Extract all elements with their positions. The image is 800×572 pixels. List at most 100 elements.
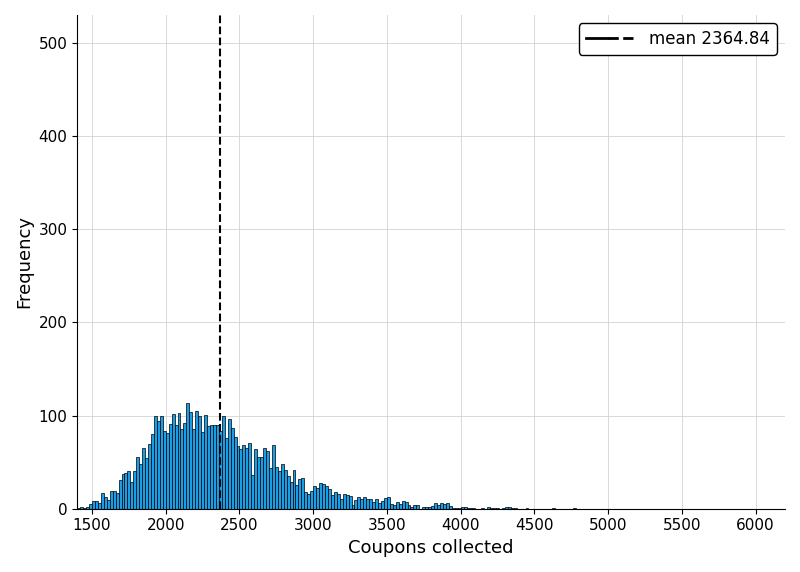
Bar <box>89 504 92 509</box>
Bar <box>493 508 496 509</box>
Bar <box>487 507 490 509</box>
Bar <box>275 467 278 509</box>
Bar <box>219 431 222 509</box>
Bar <box>198 416 201 509</box>
Bar <box>461 507 463 509</box>
Bar <box>293 470 295 509</box>
Bar <box>248 443 251 509</box>
Bar <box>431 506 434 509</box>
Bar <box>122 474 125 509</box>
Bar <box>398 504 402 509</box>
Bar <box>216 425 219 509</box>
Bar <box>80 507 83 509</box>
Bar <box>166 433 169 509</box>
Bar <box>402 501 405 509</box>
Bar <box>410 507 414 509</box>
Bar <box>278 471 281 509</box>
Bar <box>254 449 257 509</box>
Bar <box>125 473 127 509</box>
Bar <box>325 486 328 509</box>
Bar <box>349 496 351 509</box>
Bar <box>230 428 234 509</box>
Bar <box>139 464 142 509</box>
Bar <box>378 503 381 509</box>
Bar <box>207 426 210 509</box>
Bar <box>260 458 263 509</box>
Bar <box>222 416 225 509</box>
Bar <box>482 508 484 509</box>
Bar <box>416 505 419 509</box>
Bar <box>354 500 358 509</box>
Bar <box>428 507 431 509</box>
Bar <box>302 478 304 509</box>
Bar <box>116 493 118 509</box>
Bar <box>508 507 510 509</box>
Bar <box>434 503 437 509</box>
Bar <box>157 421 160 509</box>
Bar <box>210 425 213 509</box>
Legend: mean 2364.84: mean 2364.84 <box>579 23 777 55</box>
Y-axis label: Frequency: Frequency <box>15 216 33 308</box>
Bar <box>118 480 122 509</box>
Bar <box>473 508 475 509</box>
Bar <box>142 448 145 509</box>
Bar <box>134 471 136 509</box>
Bar <box>342 494 346 509</box>
Bar <box>101 493 104 509</box>
Bar <box>266 451 269 509</box>
Bar <box>151 434 154 509</box>
Bar <box>162 431 166 509</box>
Bar <box>337 494 340 509</box>
Bar <box>234 437 237 509</box>
Bar <box>449 506 452 509</box>
Bar <box>83 508 86 509</box>
Bar <box>136 456 139 509</box>
Bar <box>213 425 216 509</box>
Bar <box>526 508 529 509</box>
Bar <box>490 508 493 509</box>
Bar <box>552 508 555 509</box>
Bar <box>127 471 130 509</box>
Bar <box>351 505 354 509</box>
Bar <box>313 486 316 509</box>
Bar <box>113 491 116 509</box>
Bar <box>440 503 443 509</box>
Bar <box>160 416 162 509</box>
Bar <box>502 508 505 509</box>
Bar <box>237 446 239 509</box>
Bar <box>257 456 260 509</box>
Bar <box>366 499 370 509</box>
Bar <box>334 492 337 509</box>
Bar <box>154 416 157 509</box>
Bar <box>204 415 207 509</box>
X-axis label: Coupons collected: Coupons collected <box>348 539 514 557</box>
Bar <box>178 413 181 509</box>
Bar <box>573 508 576 509</box>
Bar <box>375 499 378 509</box>
Bar <box>437 505 440 509</box>
Bar <box>92 501 95 509</box>
Bar <box>310 491 313 509</box>
Bar <box>304 492 307 509</box>
Bar <box>454 508 458 509</box>
Bar <box>414 505 416 509</box>
Bar <box>316 488 319 509</box>
Bar <box>86 507 89 509</box>
Bar <box>195 411 198 509</box>
Bar <box>358 496 360 509</box>
Bar <box>443 504 446 509</box>
Bar <box>387 496 390 509</box>
Bar <box>130 482 134 509</box>
Bar <box>228 419 230 509</box>
Bar <box>239 449 242 509</box>
Bar <box>104 496 106 509</box>
Bar <box>426 507 428 509</box>
Bar <box>370 499 372 509</box>
Bar <box>290 482 293 509</box>
Bar <box>328 489 331 509</box>
Bar <box>172 414 174 509</box>
Bar <box>393 505 396 509</box>
Bar <box>148 444 151 509</box>
Bar <box>110 491 113 509</box>
Bar <box>470 508 473 509</box>
